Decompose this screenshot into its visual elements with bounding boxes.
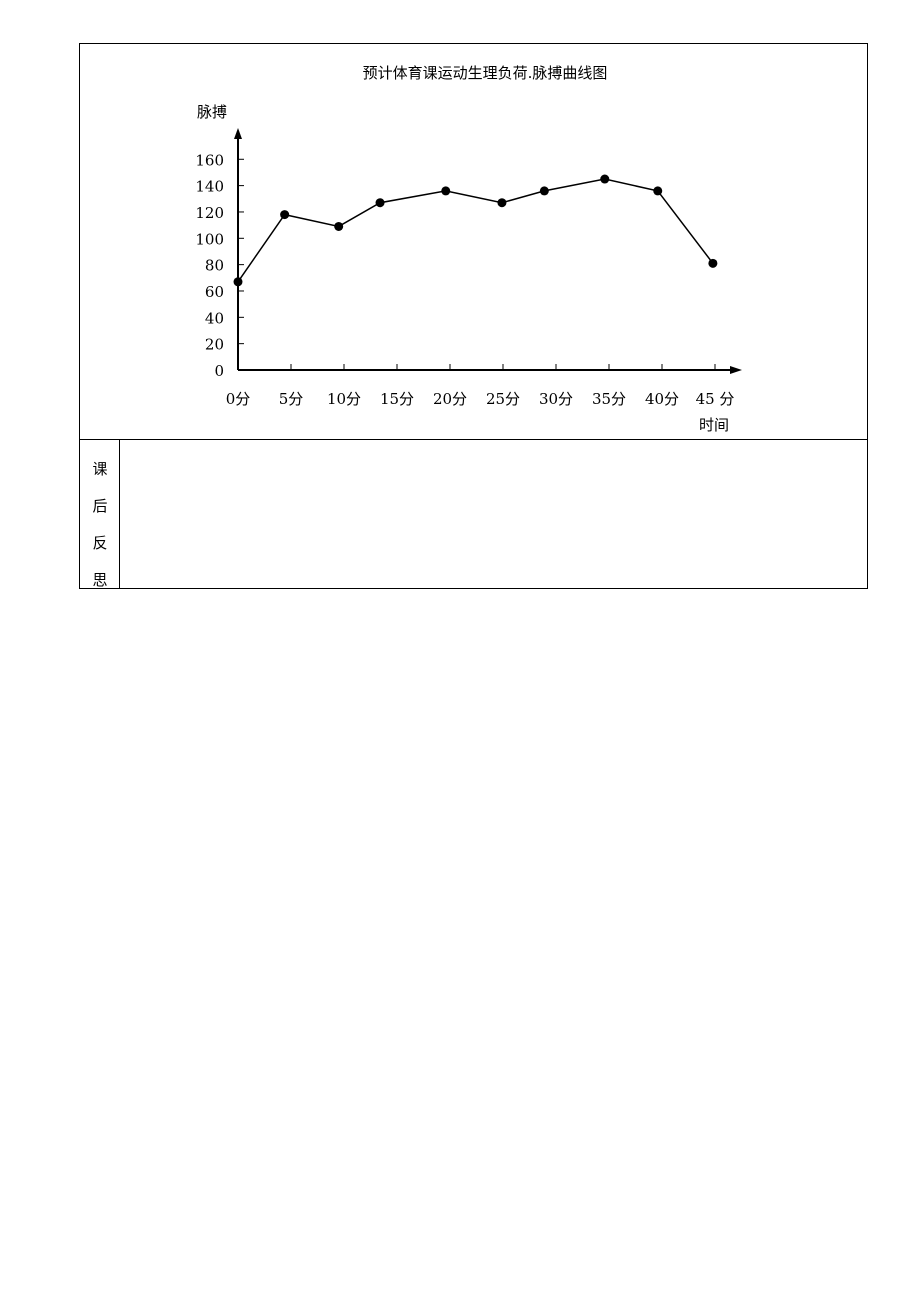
x-tick-label: 5分 — [279, 390, 304, 408]
reflection-char-3: 反 — [92, 534, 108, 552]
x-tick-label: 15分 — [380, 390, 414, 408]
y-tick-label: 40 — [205, 309, 224, 327]
x-tick-label: 30分 — [539, 390, 573, 408]
y-tick-label: 120 — [195, 204, 224, 222]
x-tick-label: 40分 — [645, 390, 679, 408]
data-point — [708, 258, 718, 268]
data-point — [441, 186, 451, 196]
y-ticks: 0 20 40 60 80 100 120 140 160 — [195, 151, 244, 380]
data-point — [497, 198, 507, 208]
x-ticks: 0分 5分 10分 15分 20分 25分 30分 35分 40分 45 分 — [226, 364, 735, 408]
chart-title: 预计体育课运动生理负荷.脉搏曲线图 — [363, 64, 608, 82]
x-tick-label: 35分 — [592, 390, 626, 408]
data-point — [653, 186, 663, 196]
reflection-content[interactable] — [120, 440, 867, 588]
reflection-char-1: 课 — [92, 460, 108, 478]
x-tick-label: 10分 — [327, 390, 361, 408]
y-tick-label: 160 — [195, 151, 224, 169]
data-point — [539, 186, 549, 196]
data-point — [334, 221, 344, 231]
y-tick-label: 80 — [205, 257, 224, 275]
reflection-label: 课 后 反 思 — [80, 440, 120, 589]
y-tick-label: 60 — [205, 283, 224, 301]
pulse-chart: 预计体育课运动生理负荷.脉搏曲线图 脉搏 时间 0 20 40 60 80 100 120 1… — [195, 64, 742, 434]
data-point — [600, 174, 610, 184]
axes — [234, 128, 742, 374]
reflection-row: 课 后 反 思 — [80, 440, 867, 589]
data-point — [233, 277, 243, 287]
pulse-line — [237, 178, 714, 283]
data-point — [375, 198, 385, 208]
y-tick-label: 0 — [214, 362, 224, 380]
y-axis-arrow — [234, 128, 242, 139]
x-tick-label: 20分 — [433, 390, 467, 408]
data-point — [280, 210, 290, 220]
reflection-char-4: 思 — [92, 571, 108, 589]
y-tick-label: 140 — [195, 178, 224, 196]
reflection-char-2: 后 — [92, 497, 108, 515]
x-tick-label: 45 分 — [696, 390, 735, 408]
y-tick-label: 20 — [205, 336, 224, 354]
pulse-series — [233, 174, 718, 287]
x-axis-label: 时间 — [699, 416, 729, 434]
y-tick-label: 100 — [195, 230, 224, 248]
x-tick-label: 0分 — [226, 390, 251, 408]
y-axis-label: 脉搏 — [197, 103, 227, 121]
lesson-plan-table: 预计体育课运动生理负荷.脉搏曲线图 脉搏 时间 0 20 40 60 80 100 120 1… — [79, 43, 868, 589]
chart-cell: 预计体育课运动生理负荷.脉搏曲线图 脉搏 时间 0 20 40 60 80 100 120 1… — [80, 44, 867, 440]
x-tick-label: 25分 — [486, 390, 520, 408]
x-axis-arrow — [730, 366, 742, 374]
